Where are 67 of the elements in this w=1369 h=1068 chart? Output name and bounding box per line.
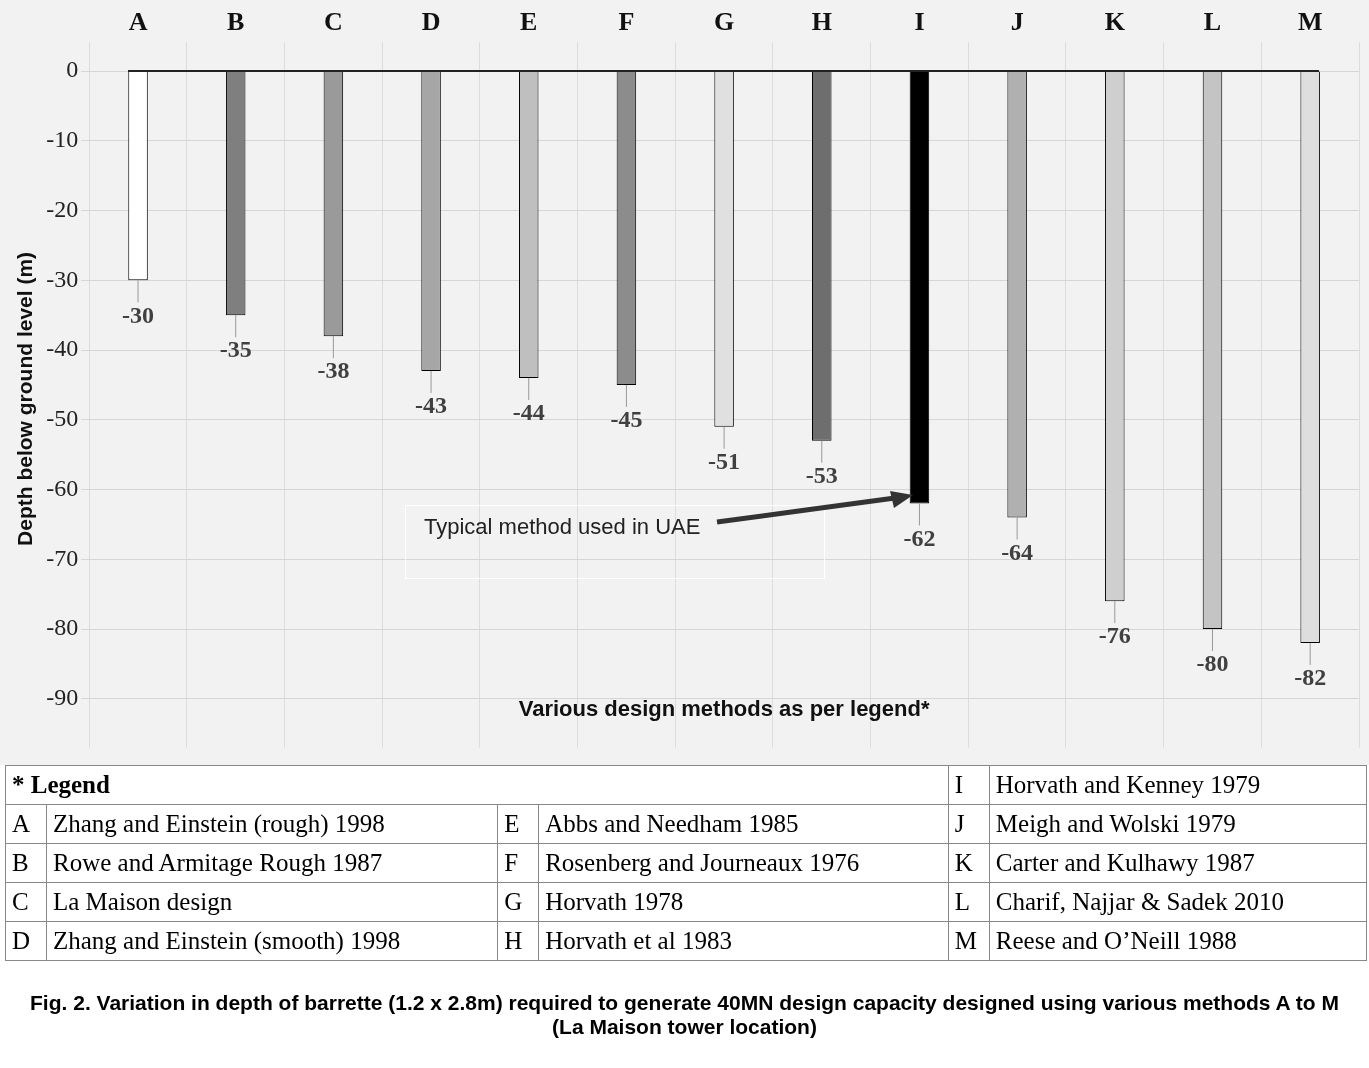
x-tick-label: L <box>1203 7 1222 37</box>
x-tick-label: K <box>1104 7 1126 37</box>
legend-title: * Legend <box>5 765 949 805</box>
text: Horvath et al 1983 <box>538 921 949 961</box>
category-label: C <box>12 888 29 915</box>
text: Charif, Najjar & Sadek 2010 <box>989 882 1367 922</box>
category-label: H <box>504 927 523 954</box>
text: La Maison design <box>46 882 498 922</box>
x-tick-label: C <box>324 7 343 37</box>
category-label: F <box>504 849 519 876</box>
y-tick-label: -10 <box>46 126 79 153</box>
data-label: -38 <box>317 357 350 384</box>
data-label: -51 <box>708 448 741 474</box>
annotation: Typical method used in UAE <box>405 505 825 579</box>
text: Abbs and Needham 1985 <box>538 804 949 844</box>
data-label: -35 <box>219 336 252 363</box>
text: Rosenberg and Journeaux 1976 <box>538 843 949 883</box>
y-tick-label: -90 <box>46 684 79 711</box>
y-tick-label: -70 <box>46 544 79 571</box>
data-label: -53 <box>805 461 838 488</box>
text: Zhang and Einstein (smooth) 1998 <box>46 921 498 961</box>
y-tick-label: -30 <box>46 265 79 292</box>
category-label: J <box>954 810 965 837</box>
x-tick-label: J <box>1010 7 1024 37</box>
data-label: -62 <box>903 524 936 551</box>
y-tick-label: -20 <box>46 195 79 222</box>
text: Carter and Kulhawy 1987 <box>989 843 1367 883</box>
category-label: M <box>954 927 978 954</box>
category-label: L <box>954 888 971 915</box>
x-tick-label: I <box>914 7 925 37</box>
x-tick-label: D <box>421 7 441 37</box>
x-tick-label: G <box>713 7 735 37</box>
data-label: -45 <box>610 406 643 433</box>
text: Horvath 1978 <box>538 882 949 922</box>
category-label: G <box>504 888 523 915</box>
data-label: -43 <box>415 392 448 419</box>
data-label: -82 <box>1294 664 1327 691</box>
data-label: -80 <box>1196 650 1229 677</box>
x-tick-label: B <box>227 7 245 37</box>
category-label: K <box>954 849 973 876</box>
x-tick-label: E <box>520 7 538 37</box>
x-tick-label: A <box>128 7 148 37</box>
category-label: A <box>12 810 31 837</box>
y-tick-label: -80 <box>46 614 79 641</box>
y-tick-label: 0 <box>66 56 79 83</box>
data-label: -44 <box>512 399 545 426</box>
y-tick-label: -40 <box>46 335 79 362</box>
y-axis-title: Depth below ground level (m) <box>13 251 37 546</box>
x-tick-label: F <box>618 7 635 37</box>
text: Reese and O’Neill 1988 <box>989 921 1367 961</box>
x-tick-label: M <box>1297 7 1323 37</box>
data-label: -64 <box>1001 538 1034 565</box>
text: Fig. 2. Variation in depth of barrette (1.2 x 2.8m) required to generate 40MN design capacity designed using various methods A to M (La Maison tower location) <box>29 990 1340 1040</box>
data-label: -30 <box>122 301 155 328</box>
y-tick-label: -60 <box>46 474 79 501</box>
text: Horvath and Kenney 1979 <box>989 765 1367 805</box>
category-label: B <box>12 849 29 876</box>
text: Zhang and Einstein (rough) 1998 <box>46 804 498 844</box>
category-label: D <box>12 927 31 954</box>
category-label: E <box>504 810 520 837</box>
data-label: -76 <box>1098 622 1131 649</box>
text: Meigh and Wolski 1979 <box>989 804 1367 844</box>
x-axis-title: Various design methods as per legend* <box>518 695 930 721</box>
x-tick-label: H <box>811 7 832 37</box>
text: Rowe and Armitage Rough 1987 <box>46 843 498 883</box>
category-label: I <box>954 771 964 798</box>
y-tick-label: -50 <box>46 405 79 432</box>
